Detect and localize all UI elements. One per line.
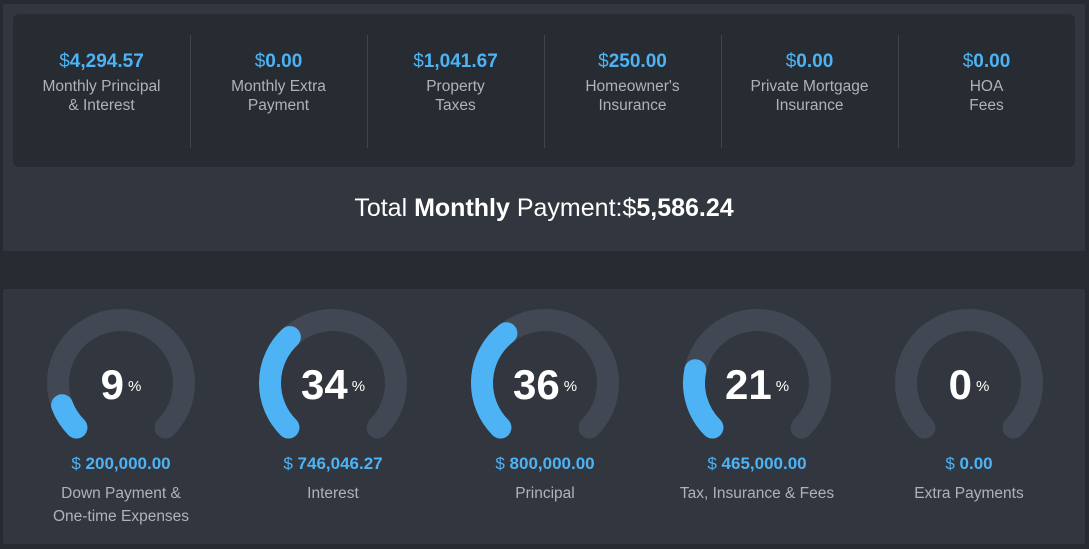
payment-items-box: $4,294.57 Monthly Principal & Interest $0…: [13, 14, 1075, 167]
gauge-interest: 34% $ 746,046.27 Interest: [227, 289, 439, 544]
gauge-track: [47, 309, 195, 439]
gauge-amount: $ 746,046.27: [283, 454, 383, 473]
gauge-track: [895, 309, 1043, 439]
gauge-percent: 0%: [948, 361, 990, 408]
item-property-taxes: $1,041.67 Property Taxes: [367, 14, 544, 167]
percent-sign: %: [351, 378, 366, 395]
gauge-label: Tax, Insurance & Fees: [679, 485, 835, 502]
gauge-principal: 36% $ 800,000.00 Principal: [439, 289, 651, 544]
item-amount: $0.00: [962, 51, 1011, 72]
item-extra-payment: $0.00 Monthly Extra Payment: [190, 14, 367, 167]
percent-sign: %: [775, 378, 790, 395]
gauge-ring: [471, 309, 619, 439]
item-label: Property Taxes: [426, 78, 485, 114]
gauge-tax-insurance-fees: 21% $ 465,000.00 Tax, Insurance & Fees: [651, 289, 863, 544]
gauge-amount: $ 465,000.00: [707, 454, 807, 473]
gauge-label: Principal: [515, 485, 575, 502]
gauge-label: Extra Payments: [914, 485, 1024, 502]
monthly-summary-panel: $4,294.57 Monthly Principal & Interest $0…: [3, 4, 1085, 251]
percent-sign: %: [563, 378, 578, 395]
total-monthly-payment: Total Monthly Payment:$5,586.24: [354, 194, 734, 222]
gauge-ring: [895, 309, 1043, 439]
gauge-ring: [259, 309, 407, 439]
item-label: HOA Fees: [969, 78, 1004, 114]
item-homeowners-insurance: $250.00 Homeowner's Insurance: [544, 14, 721, 167]
gauge-percent: 9%: [100, 361, 142, 408]
total-amount: 5,586.24: [636, 194, 734, 222]
gauge-fill: [471, 322, 518, 439]
gauge-amount: $ 800,000.00: [495, 454, 595, 473]
item-private-mortgage-insurance: $0.00 Private Mortgage Insurance: [721, 14, 898, 167]
item-label: Homeowner's Insurance: [585, 78, 680, 114]
item-label: Monthly Principal & Interest: [42, 78, 161, 114]
gauge-label: Down Payment & One-time Expenses: [52, 485, 190, 525]
gauge-amount: $ 200,000.00: [71, 454, 171, 473]
gauge-percent: 34%: [300, 361, 366, 408]
gauge-down-payment: 9% $ 200,000.00 Down Payment & One-time E…: [15, 289, 227, 544]
item-label: Private Mortgage Insurance: [750, 78, 869, 114]
gauge-extra-payments: 0% $ 0.00 Extra Payments: [863, 289, 1075, 544]
percent-sign: %: [128, 378, 142, 395]
gauge-ring: [47, 309, 195, 439]
item-amount: $4,294.57: [59, 51, 144, 72]
item-amount: $250.00: [598, 51, 667, 72]
gauge-fill: [259, 326, 301, 439]
item-amount: $0.00: [254, 51, 303, 72]
gauge-fill: [683, 359, 724, 439]
gauge-amount: $ 0.00: [945, 454, 993, 473]
loan-breakdown-panel: 9% $ 200,000.00 Down Payment & One-time E…: [3, 289, 1085, 544]
item-amount: $1,041.67: [413, 51, 498, 72]
item-amount: $0.00: [785, 51, 834, 72]
gauge-ring: [683, 309, 831, 439]
item-principal-interest: $4,294.57 Monthly Principal & Interest: [13, 14, 190, 167]
gauge-percent: 36%: [512, 361, 578, 408]
gauge-percent: 21%: [724, 361, 790, 408]
percent-sign: %: [976, 378, 990, 395]
item-hoa-fees: $0.00 HOA Fees: [898, 14, 1075, 167]
gauge-fill: [51, 394, 88, 439]
item-label: Monthly Extra Payment: [231, 78, 326, 114]
gauge-label: Interest: [307, 485, 359, 502]
